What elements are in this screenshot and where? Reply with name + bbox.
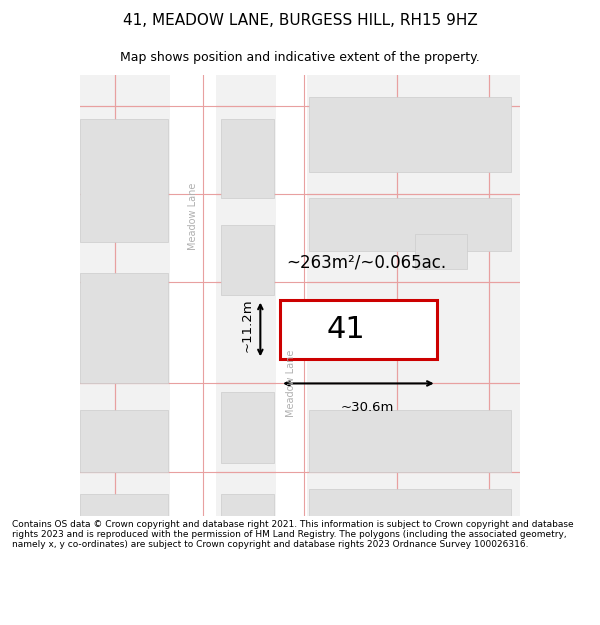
Bar xyxy=(170,75,216,516)
Text: ~30.6m: ~30.6m xyxy=(341,401,394,414)
Text: 41, MEADOW LANE, BURGESS HILL, RH15 9HZ: 41, MEADOW LANE, BURGESS HILL, RH15 9HZ xyxy=(122,13,478,28)
Bar xyxy=(415,234,467,269)
Text: Meadow Lane: Meadow Lane xyxy=(188,182,198,250)
Text: ~11.2m: ~11.2m xyxy=(241,298,254,352)
Bar xyxy=(276,75,307,516)
Text: ~263m²/~0.065ac.: ~263m²/~0.065ac. xyxy=(286,253,446,271)
Bar xyxy=(221,119,274,198)
Bar xyxy=(221,225,274,296)
Text: Contains OS data © Crown copyright and database right 2021. This information is : Contains OS data © Crown copyright and d… xyxy=(12,519,574,549)
Bar xyxy=(80,119,168,242)
Bar xyxy=(80,494,168,516)
Text: 41: 41 xyxy=(326,315,365,344)
Bar xyxy=(280,300,437,359)
Bar xyxy=(221,392,274,462)
Bar xyxy=(80,410,168,471)
Bar xyxy=(309,489,511,516)
Bar xyxy=(280,300,437,359)
Bar xyxy=(309,97,511,172)
Text: Meadow Lane: Meadow Lane xyxy=(286,350,296,417)
Bar xyxy=(221,494,274,516)
Bar xyxy=(80,273,168,384)
Bar xyxy=(309,198,511,251)
Bar xyxy=(309,410,511,471)
Text: Map shows position and indicative extent of the property.: Map shows position and indicative extent… xyxy=(120,51,480,64)
